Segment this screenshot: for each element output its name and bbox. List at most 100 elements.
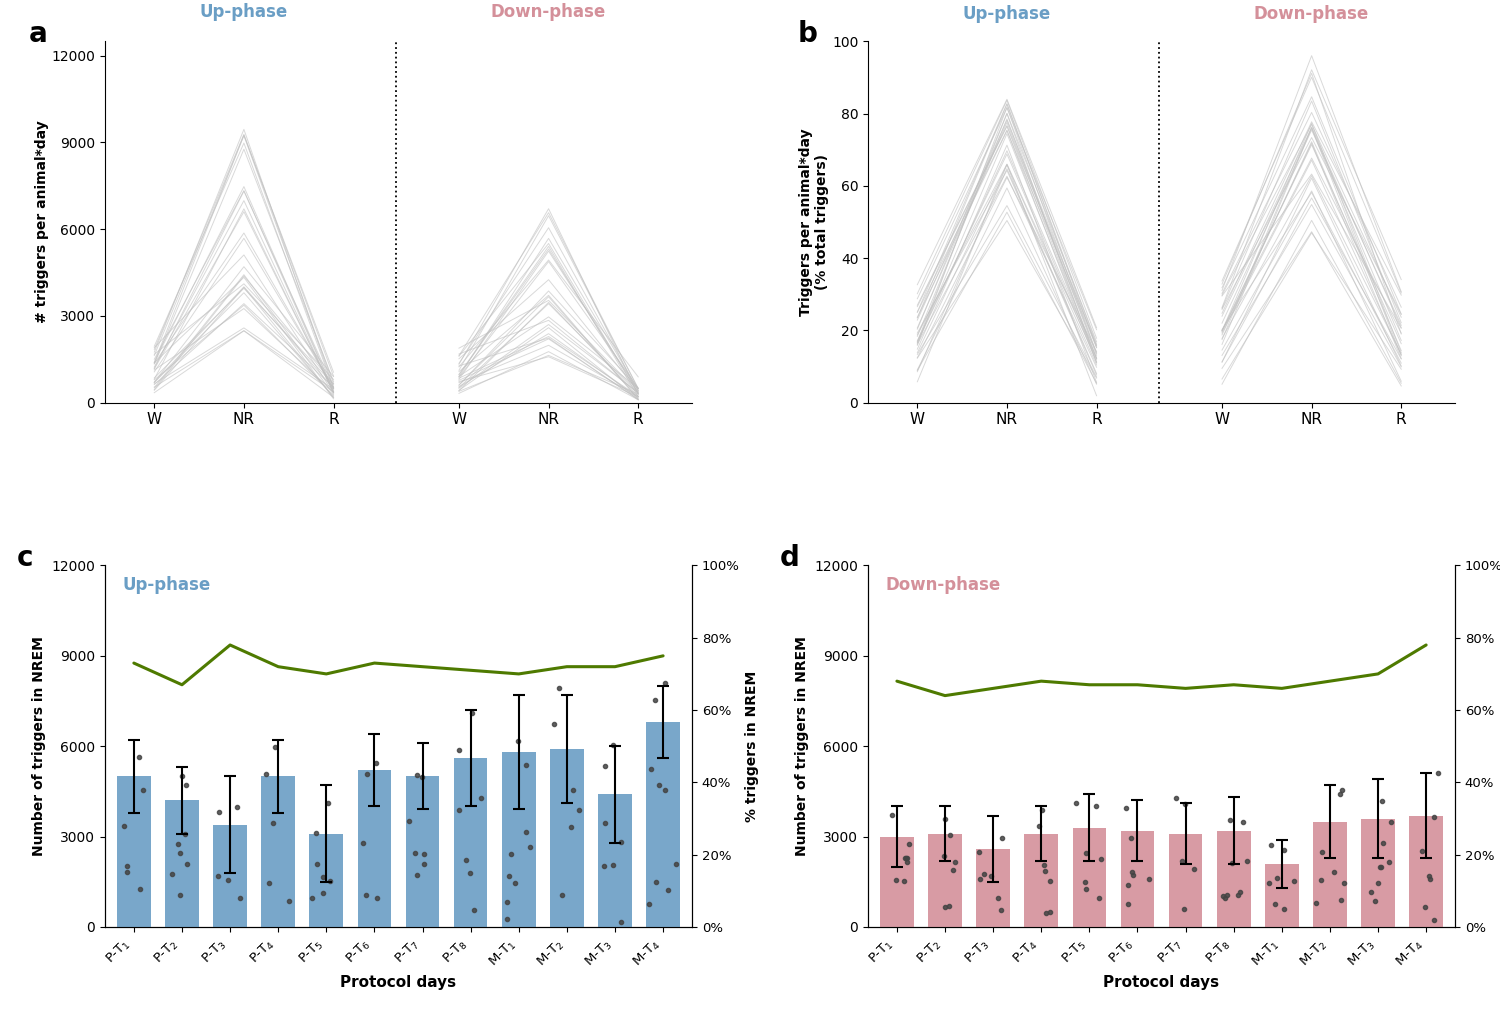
Point <box>892 850 916 866</box>
Point <box>1119 863 1143 880</box>
Point <box>550 887 574 903</box>
Text: a: a <box>28 20 48 47</box>
Point <box>1305 895 1329 912</box>
Point <box>1422 809 1446 825</box>
Point <box>128 881 152 897</box>
Point <box>1164 790 1188 806</box>
Bar <box>646 722 680 927</box>
Bar <box>1120 830 1155 927</box>
Point <box>1083 798 1107 815</box>
Y-axis label: Triggers per animal*day
(% total triggers): Triggers per animal*day (% total trigger… <box>800 128 830 316</box>
Point <box>405 866 429 883</box>
Point <box>506 732 530 749</box>
Point <box>318 873 342 890</box>
Point <box>1371 834 1395 851</box>
Point <box>216 871 240 888</box>
Bar <box>503 752 536 927</box>
Point <box>498 868 522 885</box>
Point <box>514 757 538 774</box>
Bar <box>117 777 150 927</box>
Point <box>206 867 230 884</box>
Bar <box>976 849 1010 927</box>
Point <box>116 864 140 881</box>
Point <box>1074 845 1098 861</box>
Point <box>168 887 192 903</box>
Point <box>1074 874 1098 891</box>
Point <box>1264 869 1288 886</box>
Point <box>405 766 429 783</box>
Point <box>548 680 572 696</box>
Point <box>413 846 436 862</box>
Point <box>404 845 427 861</box>
Point <box>602 857 625 873</box>
Point <box>1038 904 1062 921</box>
Point <box>1114 800 1138 817</box>
Point <box>128 749 152 765</box>
Point <box>495 894 519 911</box>
Bar <box>1216 830 1251 927</box>
Text: Down-phase: Down-phase <box>490 3 606 21</box>
Point <box>166 836 190 853</box>
Point <box>351 835 375 852</box>
Point <box>1034 863 1058 880</box>
Point <box>447 801 471 818</box>
Bar <box>405 777 439 927</box>
Point <box>1371 793 1395 810</box>
Text: Down-phase: Down-phase <box>1254 5 1370 23</box>
Point <box>1089 851 1113 867</box>
Point <box>1230 814 1254 830</box>
Point <box>968 871 992 888</box>
Point <box>567 802 591 819</box>
Point <box>458 864 482 881</box>
Bar <box>1410 816 1443 927</box>
Point <box>413 855 436 871</box>
Point <box>1366 876 1390 892</box>
Point <box>591 858 615 874</box>
Point <box>354 887 378 903</box>
Point <box>1418 870 1442 887</box>
Point <box>932 848 956 864</box>
Point <box>940 862 964 879</box>
Point <box>1220 855 1244 871</box>
Point <box>897 835 921 852</box>
X-axis label: Protocol days: Protocol days <box>340 975 456 991</box>
Point <box>410 768 434 785</box>
Point <box>1038 872 1062 889</box>
Point <box>972 866 996 883</box>
Point <box>1425 765 1449 782</box>
Point <box>639 761 663 778</box>
X-axis label: Protocol days: Protocol days <box>1104 975 1220 991</box>
Text: c: c <box>16 544 33 572</box>
Point <box>1028 818 1051 834</box>
Point <box>1137 870 1161 887</box>
Point <box>644 873 668 890</box>
Point <box>1272 843 1296 859</box>
Point <box>460 705 484 721</box>
Text: d: d <box>780 544 800 572</box>
Point <box>112 818 136 834</box>
Point <box>1380 814 1404 830</box>
Point <box>1370 859 1394 876</box>
Bar <box>928 833 962 927</box>
Point <box>354 765 378 782</box>
Bar <box>165 800 200 927</box>
Point <box>261 815 285 831</box>
Point <box>1323 863 1347 880</box>
Bar <box>454 758 488 927</box>
Point <box>1210 888 1234 904</box>
Point <box>255 766 279 783</box>
Bar <box>550 749 584 927</box>
Point <box>1119 830 1143 847</box>
Point <box>159 865 183 882</box>
Point <box>1074 881 1098 897</box>
Point <box>454 852 478 868</box>
Point <box>364 890 388 906</box>
Point <box>638 895 662 912</box>
Point <box>990 830 1014 847</box>
Point <box>894 850 918 866</box>
Point <box>944 854 968 870</box>
Point <box>1377 854 1401 870</box>
Point <box>1272 901 1296 918</box>
Point <box>303 825 327 842</box>
Point <box>1413 898 1437 915</box>
